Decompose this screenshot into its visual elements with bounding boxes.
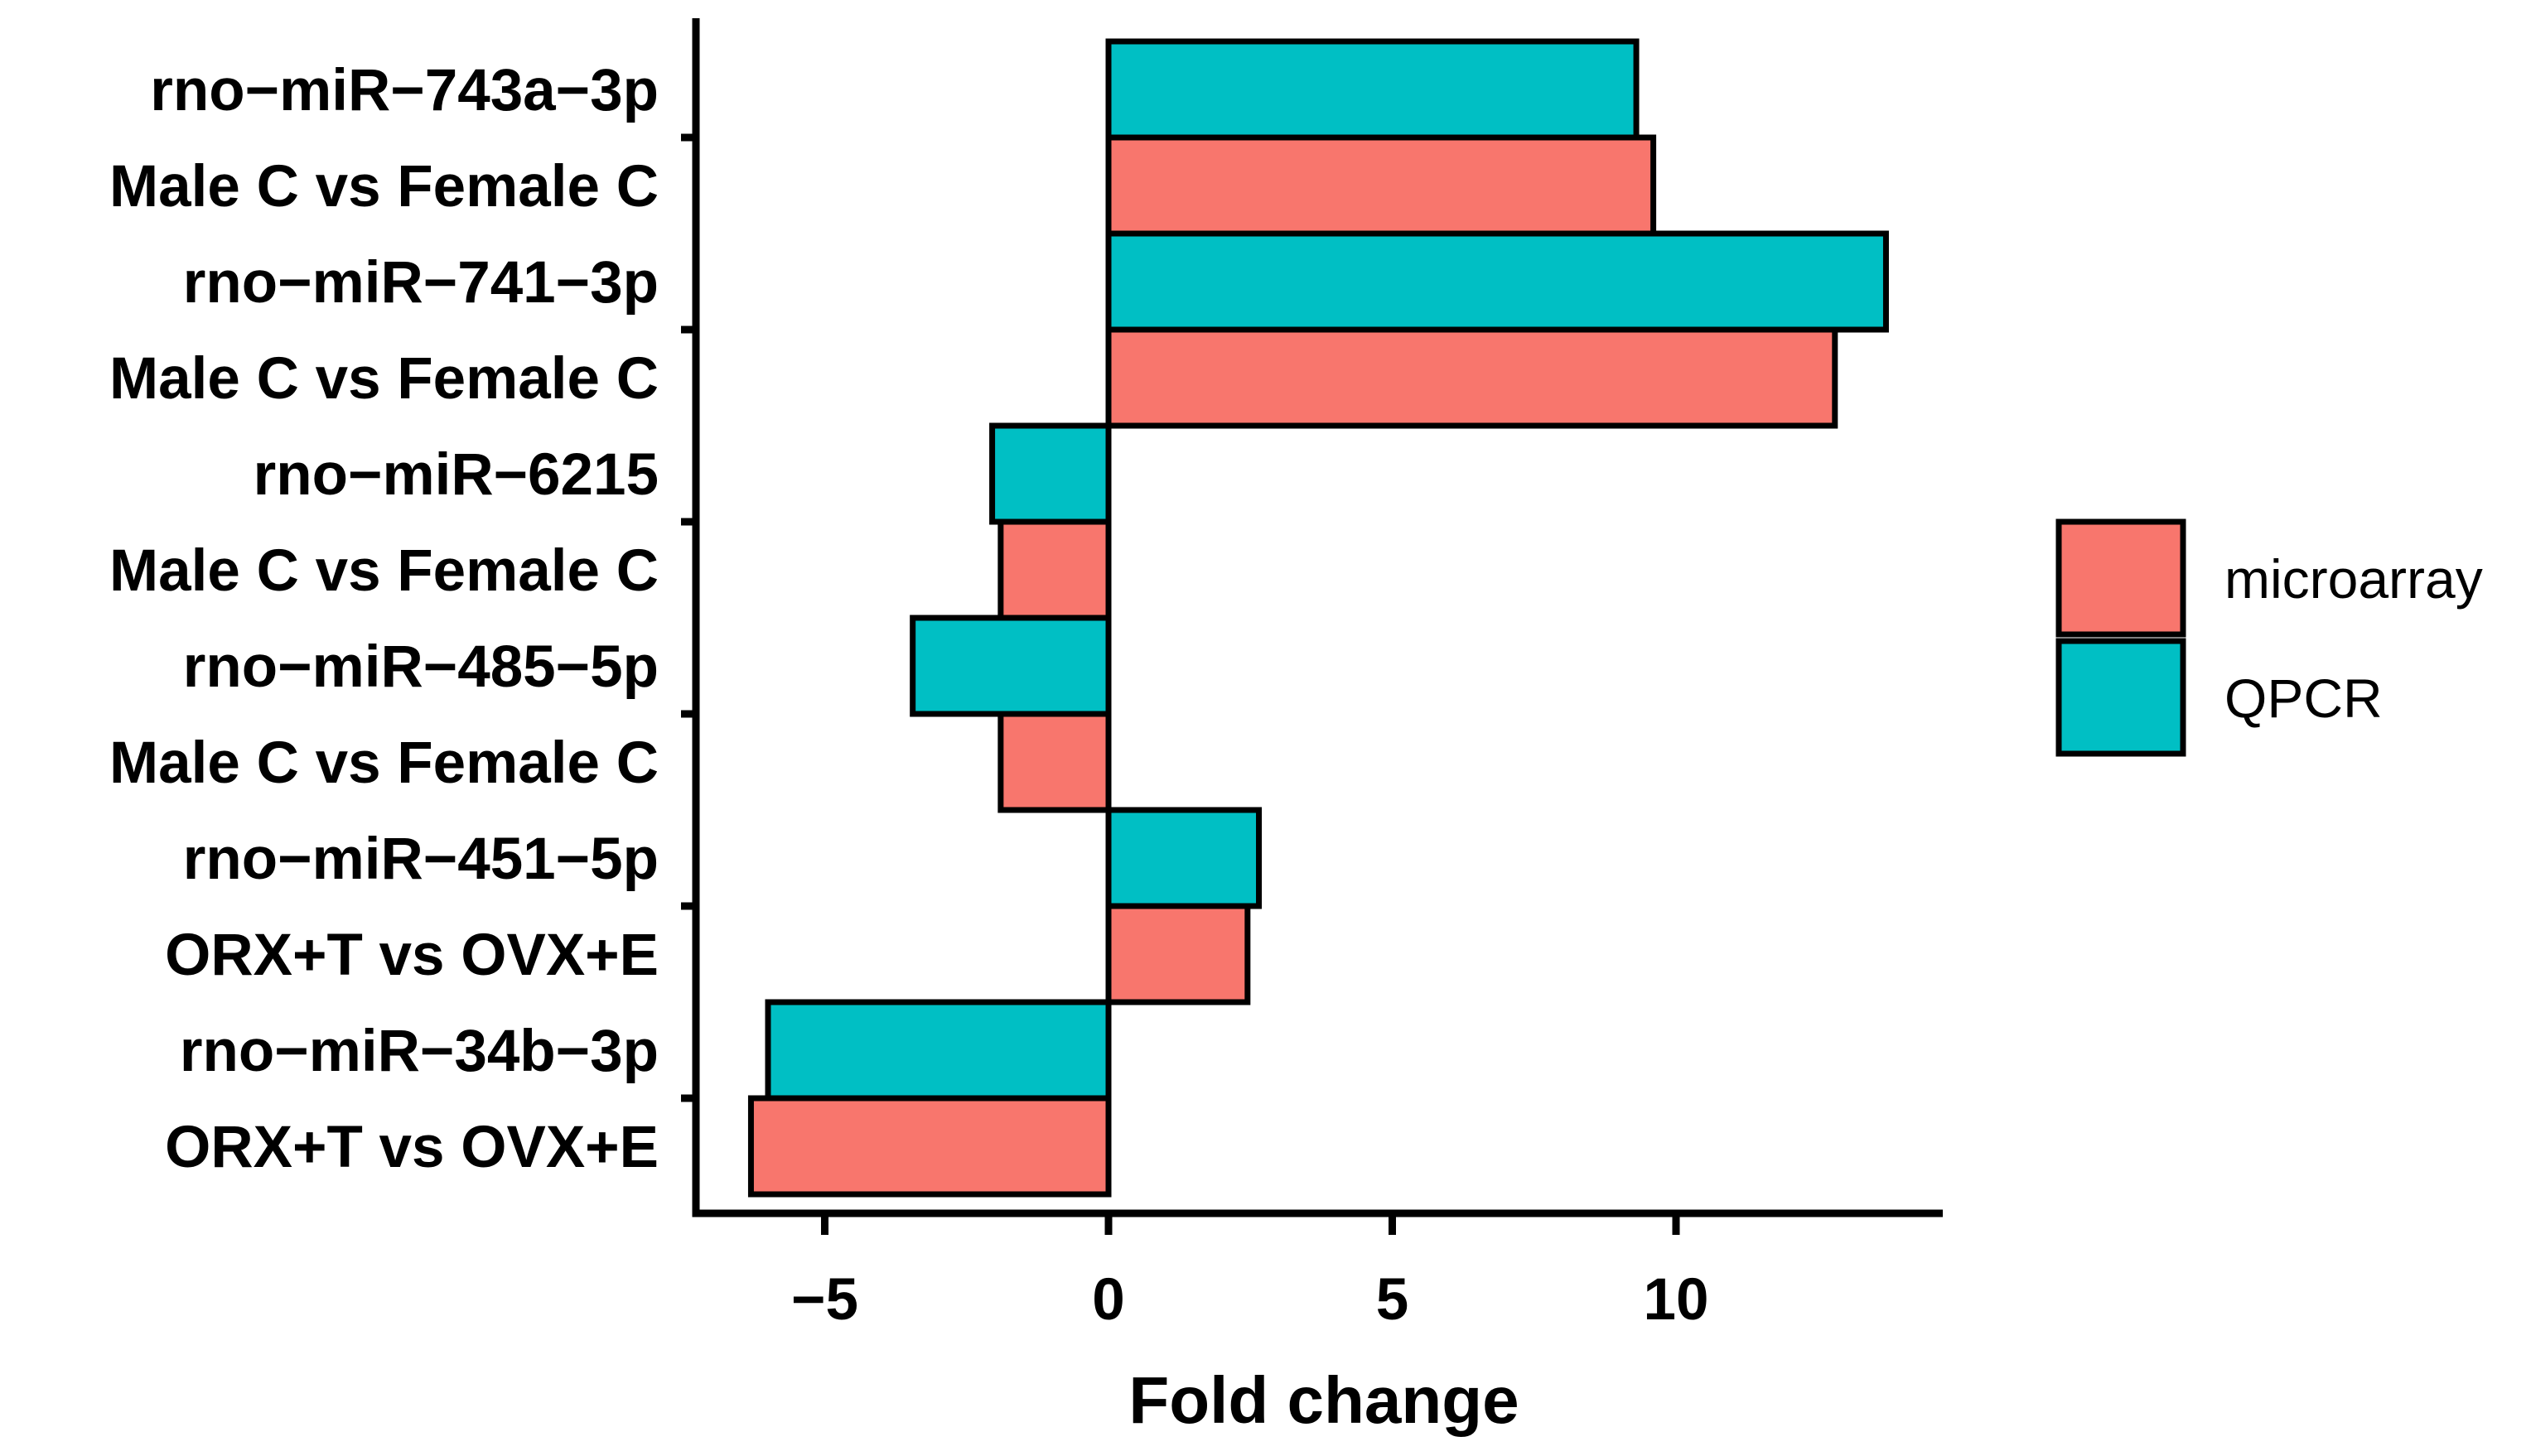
x-axis-title: Fold change (1128, 1363, 1519, 1437)
axes-layer (692, 18, 1943, 1217)
y-tick-label-comparison-2: Male C vs Female C (109, 538, 659, 604)
bar-qpcr-2 (989, 422, 1112, 525)
bar-microarray-4 (1105, 903, 1251, 1005)
y-tick-label-mirna-2: rno−miR−6215 (254, 442, 659, 508)
bar-qpcr-5 (765, 999, 1112, 1102)
bar-microarray-5 (747, 1095, 1112, 1198)
y-tick-label-mirna-3: rno−miR−485−5p (183, 634, 659, 700)
y-tick-label-mirna-5: rno−miR−34b−3p (180, 1019, 659, 1084)
x-tick-label-3: 10 (1644, 1267, 1709, 1333)
x-tick-label-0: −5 (791, 1267, 858, 1333)
bar-microarray-2 (997, 518, 1112, 621)
x-tick-label-1: 0 (1092, 1267, 1125, 1333)
bar-qpcr-1 (1105, 230, 1889, 333)
legend-label-qpcr: QPCR (2224, 668, 2383, 729)
y-tick-label-comparison-0: Male C vs Female C (109, 154, 659, 219)
bar-qpcr-3 (910, 615, 1112, 717)
legend-label-microarray: microarray (2224, 548, 2483, 610)
bars-layer (747, 38, 1889, 1198)
bar-qpcr-4 (1105, 807, 1263, 909)
y-tick-label-comparison-5: ORX+T vs OVX+E (165, 1115, 659, 1180)
x-tick-label-2: 5 (1376, 1267, 1409, 1333)
bar-microarray-1 (1105, 326, 1838, 429)
y-tick-label-mirna-4: rno−miR−451−5p (183, 827, 659, 892)
y-tick-label-comparison-4: ORX+T vs OVX+E (165, 923, 659, 988)
y-ticks: rno−miR−743a−3p Male C vs Female C rno−miR… (109, 58, 696, 1180)
legend: microarray QPCR (2055, 518, 2483, 757)
y-tick-label-mirna-0: rno−miR−743a−3p (150, 58, 659, 123)
legend-swatch-microarray (2055, 518, 2186, 638)
bar-microarray-3 (997, 711, 1112, 813)
bar-qpcr-0 (1105, 38, 1640, 141)
y-tick-label-comparison-3: Male C vs Female C (109, 730, 659, 796)
bar-microarray-0 (1105, 134, 1657, 237)
legend-swatch-qpcr (2055, 638, 2186, 757)
y-tick-label-mirna-1: rno−miR−741−3p (183, 250, 659, 316)
y-tick-label-comparison-1: Male C vs Female C (109, 346, 659, 412)
x-ticks: −5 0 5 10 (791, 1213, 1708, 1333)
